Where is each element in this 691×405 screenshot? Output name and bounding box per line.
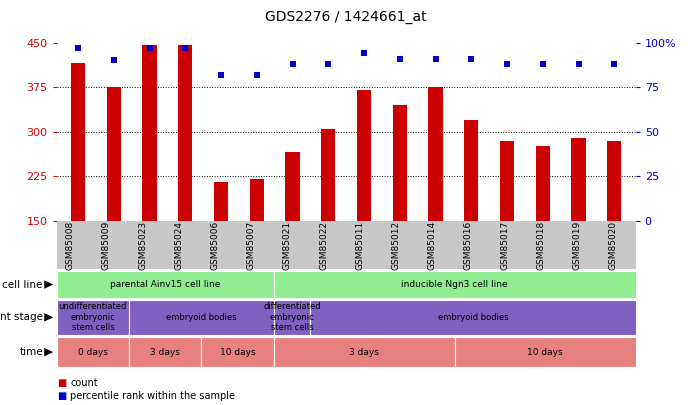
- Text: parental Ainv15 cell line: parental Ainv15 cell line: [110, 280, 220, 289]
- Text: GSM85024: GSM85024: [174, 221, 183, 269]
- Bar: [571, 138, 586, 221]
- Bar: [249, 179, 264, 221]
- Text: GSM85020: GSM85020: [609, 220, 618, 270]
- Text: 3 days: 3 days: [350, 347, 379, 357]
- Text: GSM85008: GSM85008: [66, 220, 75, 270]
- Text: 10 days: 10 days: [527, 347, 563, 357]
- Text: GSM85016: GSM85016: [464, 220, 473, 270]
- Text: GSM85011: GSM85011: [355, 220, 364, 270]
- Text: GDS2276 / 1424661_at: GDS2276 / 1424661_at: [265, 10, 426, 24]
- Text: GSM85019: GSM85019: [572, 220, 581, 270]
- Point: [252, 71, 263, 78]
- Text: GSM85009: GSM85009: [102, 220, 111, 270]
- Text: 3 days: 3 days: [151, 347, 180, 357]
- Text: count: count: [70, 378, 98, 388]
- Point: [502, 61, 513, 67]
- Bar: [71, 63, 85, 221]
- Text: undifferentiated
embryonic
stem cells: undifferentiated embryonic stem cells: [59, 303, 127, 332]
- Point: [180, 45, 191, 51]
- Text: ■: ■: [57, 391, 66, 401]
- Polygon shape: [44, 313, 53, 322]
- Polygon shape: [44, 348, 53, 356]
- Point: [144, 45, 155, 51]
- Text: GSM85014: GSM85014: [428, 220, 437, 270]
- Text: GSM85023: GSM85023: [138, 220, 147, 270]
- Bar: [428, 87, 443, 221]
- Bar: [106, 87, 121, 221]
- Text: percentile rank within the sample: percentile rank within the sample: [70, 391, 236, 401]
- Point: [216, 71, 227, 78]
- Text: 10 days: 10 days: [220, 347, 256, 357]
- Point: [573, 61, 584, 67]
- Point: [609, 61, 620, 67]
- Bar: [321, 129, 335, 221]
- Point: [538, 61, 549, 67]
- Point: [430, 55, 441, 62]
- Text: GSM85021: GSM85021: [283, 220, 292, 270]
- Bar: [178, 45, 193, 221]
- Bar: [357, 90, 371, 221]
- Bar: [500, 141, 514, 221]
- Text: embryoid bodies: embryoid bodies: [166, 313, 237, 322]
- Point: [73, 45, 84, 51]
- Text: GSM85017: GSM85017: [500, 220, 509, 270]
- Bar: [285, 152, 300, 221]
- Bar: [536, 147, 550, 221]
- Bar: [214, 182, 228, 221]
- Text: development stage: development stage: [0, 312, 43, 322]
- Text: GSM85006: GSM85006: [211, 220, 220, 270]
- Text: embryoid bodies: embryoid bodies: [437, 313, 508, 322]
- Text: GSM85007: GSM85007: [247, 220, 256, 270]
- Point: [395, 55, 406, 62]
- Polygon shape: [44, 280, 53, 289]
- Point: [287, 61, 298, 67]
- Point: [108, 57, 120, 64]
- Point: [359, 50, 370, 56]
- Text: inducible Ngn3 cell line: inducible Ngn3 cell line: [401, 280, 508, 289]
- Bar: [142, 45, 157, 221]
- Bar: [392, 105, 407, 221]
- Point: [466, 55, 477, 62]
- Text: time: time: [19, 347, 43, 357]
- Text: ■: ■: [57, 378, 66, 388]
- Point: [323, 61, 334, 67]
- Bar: [464, 120, 478, 221]
- Text: 0 days: 0 days: [78, 347, 108, 357]
- Text: GSM85022: GSM85022: [319, 221, 328, 269]
- Text: GSM85012: GSM85012: [392, 220, 401, 270]
- Text: GSM85018: GSM85018: [536, 220, 545, 270]
- Text: differentiated
embryonic
stem cells: differentiated embryonic stem cells: [263, 303, 321, 332]
- Text: cell line: cell line: [3, 279, 43, 290]
- Bar: [607, 141, 621, 221]
